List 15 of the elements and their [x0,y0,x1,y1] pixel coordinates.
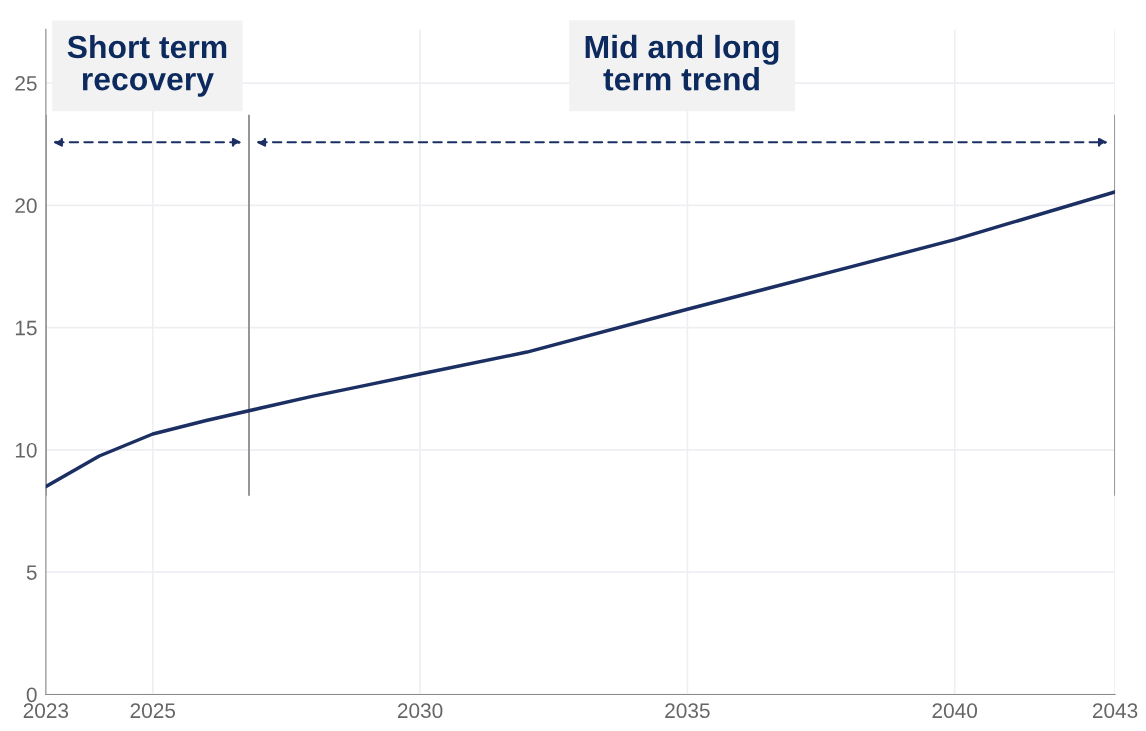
line-series [45,190,1116,489]
y-tick-label: 10 [15,442,37,458]
y-tick-label: 0 [26,687,37,703]
y-tick-label: 15 [15,320,37,336]
y-tick-label: 25 [15,76,37,91]
annotation: Mid and long term trend [585,34,779,91]
x-tick-label: 2043 [1092,703,1138,719]
x-tick-label: 2035 [665,703,710,719]
y-tick-label: 5 [26,565,37,580]
annotation: Short term recovery [67,34,227,97]
x-tick-label: 2025 [130,703,176,719]
x-tick-label: 2040 [932,703,978,719]
x-tick-label: 2030 [397,703,443,719]
y-tick-label: 20 [15,198,37,214]
x-tick-label: 2023 [23,703,69,719]
